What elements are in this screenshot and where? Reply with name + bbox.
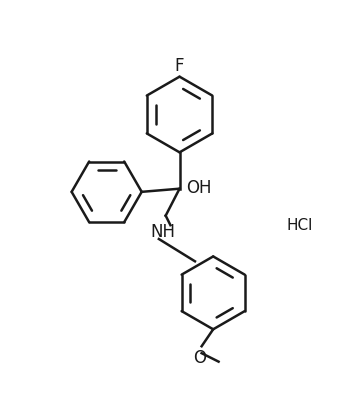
Text: F: F [175, 56, 184, 74]
Text: NH: NH [150, 223, 175, 241]
Text: O: O [194, 348, 207, 366]
Text: OH: OH [186, 179, 211, 197]
Text: HCl: HCl [286, 218, 312, 233]
